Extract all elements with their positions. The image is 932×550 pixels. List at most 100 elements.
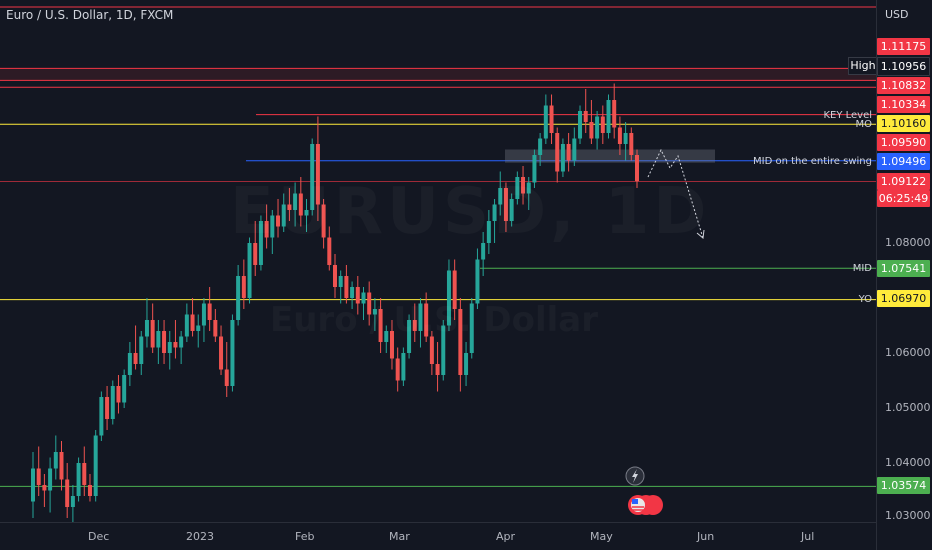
time-jul: Jul (801, 530, 815, 543)
candle-68 (418, 298, 423, 348)
candle-96 (578, 105, 583, 144)
candle-102 (612, 83, 617, 139)
candle-18 (133, 325, 138, 370)
badge-1.10832: 1.10832 (877, 77, 930, 94)
candle-30 (201, 298, 206, 342)
candle-10 (87, 474, 92, 502)
candle-92 (555, 127, 560, 183)
candle-103 (617, 116, 622, 155)
candle-11 (93, 430, 98, 502)
badge-1.11175: 1.11175 (877, 38, 930, 55)
time-feb: Feb (295, 530, 315, 543)
time-dec: Dec (88, 530, 110, 543)
candle-19 (139, 331, 144, 375)
mid-tag: MID (852, 263, 872, 274)
candle-26 (179, 331, 184, 364)
candle-84 (509, 193, 514, 227)
candle-91 (549, 94, 554, 144)
badge-last-price: 1.09122 (877, 173, 930, 190)
price-axis[interactable] (876, 0, 932, 550)
candle-93 (560, 138, 565, 177)
currency-label[interactable]: USD (885, 8, 909, 21)
candle-56 (350, 281, 355, 309)
candle-106 (635, 149, 639, 188)
candle-24 (167, 331, 172, 370)
candle-44 (281, 193, 286, 232)
candle-80 (486, 210, 491, 254)
candle-37 (241, 259, 246, 309)
candle-57 (355, 276, 360, 315)
candle-65 (401, 347, 406, 386)
time-mar: Mar (389, 530, 410, 543)
candles (31, 83, 639, 522)
candle-104 (623, 122, 628, 161)
candle-33 (219, 325, 224, 375)
candle-39 (253, 221, 258, 276)
candle-78 (475, 248, 480, 309)
candle-61 (378, 298, 383, 353)
time-may: May (590, 530, 613, 543)
candle-47 (298, 177, 303, 227)
time-jun: Jun (697, 530, 715, 543)
candle-97 (583, 89, 588, 133)
candle-5 (59, 441, 64, 491)
candle-48 (304, 199, 309, 232)
candle-51 (321, 199, 326, 249)
candle-36 (236, 265, 241, 326)
tick-1.06: 1.06000 (885, 346, 931, 359)
candle-21 (150, 303, 155, 353)
candle-9 (82, 446, 87, 496)
time-axis[interactable] (0, 522, 876, 550)
candle-25 (173, 320, 178, 359)
candle-76 (464, 342, 469, 386)
badge-mid-swing: 1.09496 (877, 153, 930, 170)
candle-6 (65, 463, 70, 518)
candle-60 (372, 298, 377, 331)
candlestick-chart[interactable] (0, 0, 876, 522)
candle-82 (498, 171, 503, 216)
candle-16 (122, 369, 127, 408)
candle-100 (600, 105, 605, 144)
badge-high: 1.10956 (877, 57, 930, 76)
badge-mo: 1.10160 (877, 115, 930, 132)
candle-59 (367, 281, 372, 326)
candle-40 (258, 215, 263, 271)
candle-87 (526, 177, 531, 210)
high-label: High (848, 57, 878, 75)
candle-0 (31, 452, 35, 518)
badge-1.03574: 1.03574 (877, 477, 930, 494)
candle-22 (156, 320, 161, 364)
candle-75 (458, 298, 463, 392)
candle-81 (492, 199, 497, 243)
candle-83 (503, 182, 508, 232)
chart-title[interactable]: Euro / U.S. Dollar, 1D, FXCM (6, 8, 174, 22)
candle-95 (572, 127, 577, 166)
candle-88 (532, 149, 537, 188)
candle-12 (99, 391, 104, 441)
candle-105 (629, 127, 634, 161)
badge-1.09590: 1.09590 (877, 134, 930, 151)
mid-swing-tag: MID on the entire swing (753, 156, 872, 167)
tick-1.08: 1.08000 (885, 236, 931, 249)
candle-54 (338, 270, 343, 304)
candle-94 (566, 133, 571, 172)
candle-89 (538, 133, 543, 166)
yo-tag: YO (858, 294, 872, 305)
candle-34 (224, 342, 229, 397)
projection-path (647, 148, 705, 239)
name-watermark: Euro / U.S. Dollar (270, 300, 598, 340)
event-markers[interactable] (622, 462, 672, 520)
candle-86 (521, 166, 526, 205)
candle-2 (42, 474, 47, 507)
candle-28 (190, 298, 195, 337)
candle-15 (116, 375, 121, 414)
candle-32 (213, 309, 218, 342)
candle-1 (36, 446, 41, 496)
badge-yo: 1.06970 (877, 290, 930, 307)
candle-66 (407, 314, 412, 359)
badge-1.10334: 1.10334 (877, 96, 930, 113)
candle-7 (70, 485, 75, 522)
candle-64 (395, 347, 400, 392)
tick-1.04: 1.04000 (885, 456, 931, 469)
candle-41 (264, 204, 269, 249)
